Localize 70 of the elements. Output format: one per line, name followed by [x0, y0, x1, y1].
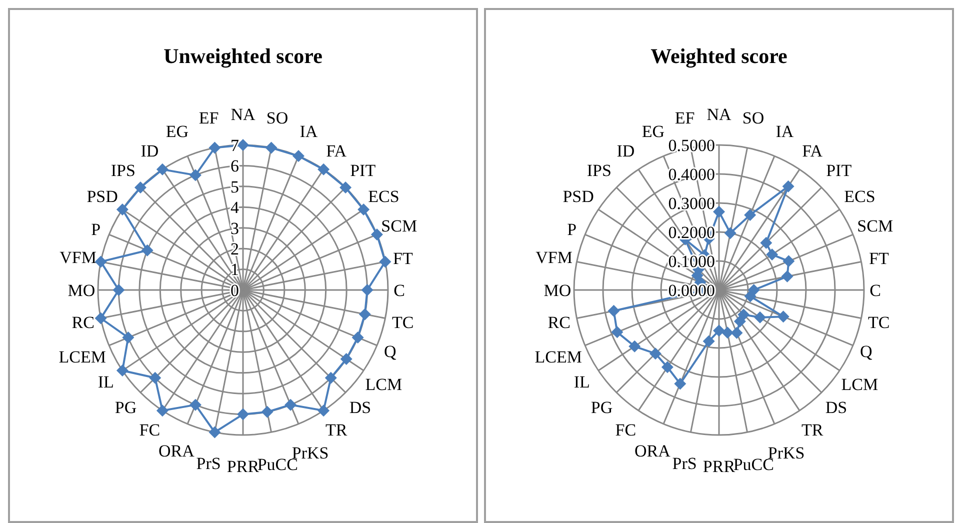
spoke-label: ORA — [158, 442, 196, 461]
spoke-label: ORA — [634, 442, 672, 461]
spoke-label: MO — [544, 280, 572, 300]
spoke-label: PSD — [86, 186, 118, 206]
chart-title: Weighted score — [650, 44, 788, 69]
y-tick-label: 2 — [230, 240, 239, 259]
spoke-label: PrS — [196, 454, 221, 474]
spoke-label: IL — [574, 372, 590, 392]
spoke-label: DS — [825, 398, 848, 418]
spoke-label: FA — [802, 141, 824, 160]
spoke-label: ECS — [368, 186, 400, 206]
y-tick-label: 0.3000 — [668, 194, 715, 213]
spoke-label: EG — [642, 122, 665, 142]
spoke-label: Q — [384, 342, 396, 361]
spoke-label: Q — [860, 342, 872, 361]
spoke-label: ID — [616, 141, 635, 160]
spoke-label: VFM — [60, 248, 96, 268]
spoke-label: FA — [326, 141, 348, 160]
spoke-label: PrS — [672, 454, 697, 474]
spoke-label: EF — [198, 108, 219, 128]
spoke-label: NA — [230, 104, 256, 124]
spoke-label: P — [567, 220, 577, 239]
spoke-label: C — [870, 280, 881, 300]
spoke-label: DS — [349, 398, 372, 418]
spoke-label: LCEM — [534, 347, 582, 366]
spoke-label: TR — [801, 420, 824, 440]
spoke-label: TC — [868, 312, 890, 332]
spoke-label: FT — [393, 249, 414, 268]
y-tick-label: 6 — [230, 156, 239, 176]
spoke-label: P — [91, 220, 101, 239]
spoke-label: C — [394, 280, 405, 300]
spoke-label: PG — [114, 398, 137, 418]
y-tick-label: 3 — [230, 218, 239, 238]
spoke-label: SCM — [381, 216, 418, 236]
y-tick-label: 0 — [230, 280, 239, 300]
spoke-label: PIT — [826, 161, 852, 180]
spoke-label: FT — [869, 249, 890, 268]
chart-title: Unweighted score — [162, 44, 324, 69]
spoke-label: RC — [548, 312, 570, 332]
spoke-label: ID — [140, 141, 159, 160]
y-tick-label: 4 — [230, 198, 240, 218]
spoke-label: PIT — [350, 161, 376, 180]
spoke-label: PG — [590, 398, 613, 418]
spoke-label: NA — [706, 104, 732, 124]
y-tick-label: 5 — [230, 177, 239, 196]
spoke-label: LCM — [365, 374, 402, 394]
spoke-label: MO — [68, 280, 96, 300]
spoke-label: RC — [72, 312, 94, 332]
spoke-label: IA — [300, 122, 318, 142]
y-tick-label: 1 — [230, 260, 239, 280]
spoke-label: PSD — [562, 186, 594, 206]
spoke-label: TC — [392, 312, 414, 332]
spoke-label: IA — [776, 122, 794, 142]
y-tick-label: 0.5000 — [668, 136, 715, 155]
spoke-label: LCEM — [58, 347, 106, 366]
spoke-label: FC — [615, 420, 636, 440]
spoke-label: IPS — [110, 161, 136, 180]
spoke-label: IL — [98, 372, 114, 392]
y-tick-label: 0.4000 — [668, 164, 715, 184]
spoke-label: FC — [139, 420, 160, 440]
spoke-label: EG — [166, 122, 189, 142]
spoke-label: IPS — [586, 161, 612, 180]
spoke-label: ECS — [844, 186, 876, 206]
spoke-label: LCM — [841, 374, 878, 394]
spoke-label: SCM — [857, 216, 894, 236]
spoke-label: SO — [266, 108, 288, 128]
spoke-label: EF — [674, 108, 695, 128]
spoke-label: VFM — [536, 248, 572, 268]
spoke-label: TR — [325, 420, 348, 440]
spoke-label: SO — [742, 108, 764, 128]
